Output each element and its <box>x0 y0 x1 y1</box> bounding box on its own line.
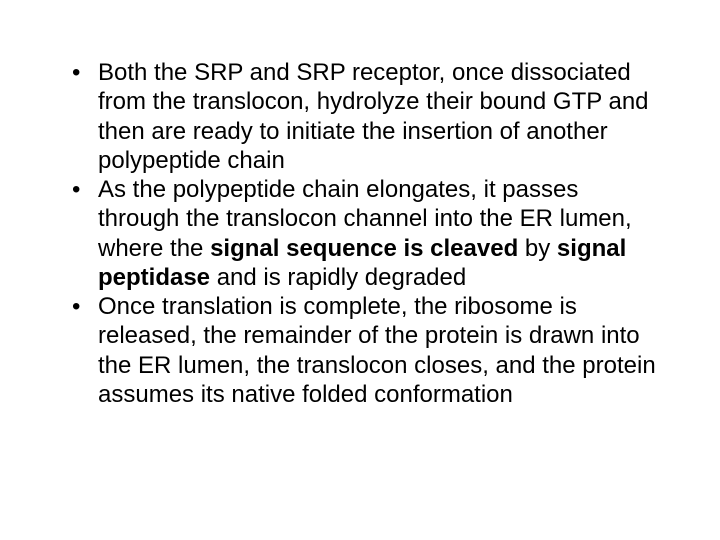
text-run: Both the SRP and SRP receptor, once diss… <box>98 59 649 174</box>
bullet-item: As the polypeptide chain elongates, it p… <box>60 175 660 292</box>
slide: Both the SRP and SRP receptor, once diss… <box>0 0 720 540</box>
text-run: signal sequence is cleaved <box>210 235 518 262</box>
text-run: by <box>518 235 557 262</box>
bullet-list: Both the SRP and SRP receptor, once diss… <box>60 58 660 409</box>
bullet-item: Both the SRP and SRP receptor, once diss… <box>60 58 660 175</box>
text-run: Once translation is complete, the riboso… <box>98 293 656 408</box>
bullet-item: Once translation is complete, the riboso… <box>60 292 660 409</box>
text-run: and is rapidly degraded <box>210 264 466 291</box>
